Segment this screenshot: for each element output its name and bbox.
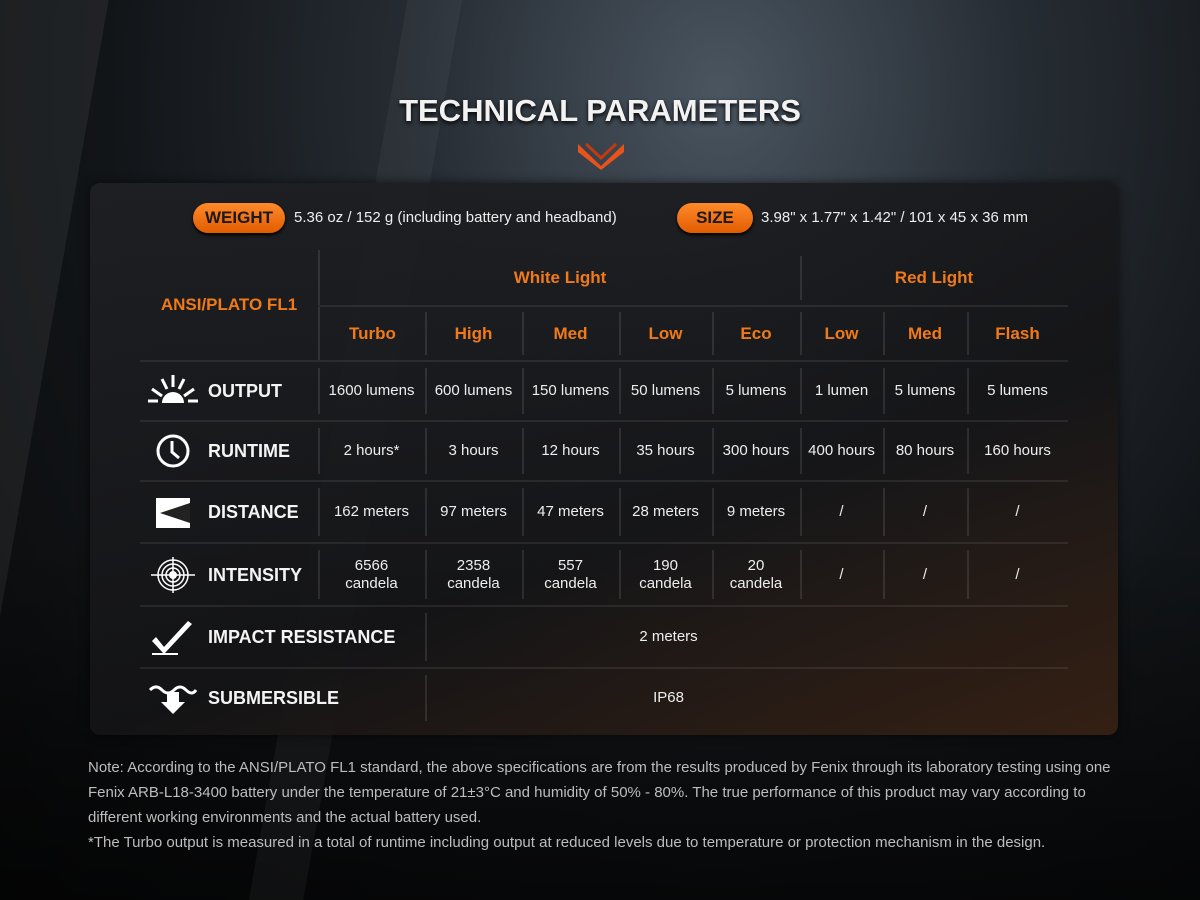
table-cell: 5 lumens — [967, 362, 1068, 420]
row-label: DISTANCE — [140, 482, 318, 542]
table-cell: / — [967, 544, 1068, 605]
table-row-output: OUTPUT 1600 lumens 600 lumens 150 lumens 50 … — [140, 360, 1068, 420]
standard-header: ANSI/PLATO FL1 — [140, 250, 318, 360]
row-label: INTENSITY — [140, 544, 318, 605]
row-label: SUBMERSIBLE — [140, 669, 425, 727]
row-label: RUNTIME — [140, 422, 318, 480]
table-row-distance: DISTANCE 162 meters 97 meters 47 meters 28 m… — [140, 480, 1068, 542]
table-cell: 5 lumens — [712, 362, 800, 420]
table-cell: 2358 candela — [425, 544, 522, 605]
table-row-impact: IMPACT RESISTANCE 2 meters — [140, 605, 1068, 667]
row-label-text: DISTANCE — [208, 502, 299, 522]
table-cell: 3 hours — [425, 422, 522, 480]
table-cell: 400 hours — [800, 422, 883, 480]
table-row-submersible: SUBMERSIBLE IP68 — [140, 667, 1068, 727]
table-cell: 2 meters — [425, 607, 1068, 667]
table-cell: IP68 — [425, 669, 1068, 727]
table-cell: 600 lumens — [425, 362, 522, 420]
table-cell: 557 candela — [522, 544, 619, 605]
mode-header: Turbo — [318, 307, 425, 360]
table-cell: 50 lumens — [619, 362, 712, 420]
row-label: OUTPUT — [140, 362, 318, 420]
standard-label: ANSI/PLATO FL1 — [160, 295, 298, 314]
mode-header: Low — [800, 307, 883, 360]
table-cell: 80 hours — [883, 422, 967, 480]
group-header: White Light — [318, 250, 800, 305]
table-cell: 1600 lumens — [318, 362, 425, 420]
table-cell: 47 meters — [522, 482, 619, 542]
table-cell: 150 lumens — [522, 362, 619, 420]
table-cell: 160 hours — [967, 422, 1068, 480]
table-cell: / — [883, 544, 967, 605]
weight-value: 5.36 oz / 152 g (including battery and h… — [294, 209, 617, 226]
table-cell: 162 meters — [318, 482, 425, 542]
turbo-footnote: *The Turbo output is measured in a total… — [88, 834, 1046, 851]
table-cell: 5 lumens — [883, 362, 967, 420]
size-value: 3.98" x 1.77" x 1.42" / 101 x 45 x 36 mm — [761, 209, 1028, 226]
mode-header: Eco — [712, 307, 800, 360]
table-cell: / — [967, 482, 1068, 542]
table-cell: 35 hours — [619, 422, 712, 480]
table-cell: 9 meters — [712, 482, 800, 542]
row-label-text: SUBMERSIBLE — [208, 688, 340, 708]
page-title: TECHNICAL PARAMETERS — [399, 93, 801, 128]
sun-burst-icon — [148, 375, 198, 403]
table-cell: 2 hours* — [318, 422, 425, 480]
table-cell: 28 meters — [619, 482, 712, 542]
header-rows: ANSI/PLATO FL1 White Light Red Light Turbo H… — [140, 250, 1068, 360]
chevron-down-icon — [578, 142, 624, 170]
weight-badge: WEIGHT — [193, 203, 285, 233]
table-cell: 300 hours — [712, 422, 800, 480]
table-cell: / — [800, 544, 883, 605]
mode-header: Med — [522, 307, 619, 360]
row-label-text: IMPACT RESISTANCE — [208, 627, 396, 647]
spec-panel — [90, 183, 1118, 735]
table-cell: / — [883, 482, 967, 542]
impact-check-icon — [152, 621, 192, 655]
mode-header: Flash — [967, 307, 1068, 360]
table-cell: 97 meters — [425, 482, 522, 542]
size-badge: SIZE — [677, 203, 753, 233]
group-header: Red Light — [800, 250, 1068, 305]
mode-header: High — [425, 307, 522, 360]
table-cell: 1 lumen — [800, 362, 883, 420]
table-cell: 12 hours — [522, 422, 619, 480]
table-row-intensity: INTENSITY 6566 candela 2358 candela 557 can… — [140, 542, 1068, 605]
note-text: Note: According to the ANSI/PLATO FL1 st… — [88, 759, 1111, 826]
table-cell: 190 candela — [619, 544, 712, 605]
row-label-text: INTENSITY — [208, 564, 303, 585]
table-row-runtime: RUNTIME 2 hours* 3 hours 12 hours 35 hours 30… — [140, 420, 1068, 480]
mode-header: Med — [883, 307, 967, 360]
spec-table: ANSI/PLATO FL1 White Light Red Light Turbo H… — [140, 250, 1068, 727]
target-icon — [151, 556, 195, 593]
mode-header: Low — [619, 307, 712, 360]
beam-distance-icon — [156, 498, 190, 528]
row-label-text: OUTPUT — [208, 381, 282, 401]
submersible-arrow-icon — [148, 685, 198, 714]
table-cell: 20 candela — [712, 544, 800, 605]
row-label-text: RUNTIME — [208, 441, 290, 461]
mode-headers: White Light Red Light Turbo High Med Low Eco Lo… — [318, 250, 1068, 360]
table-cell: / — [800, 482, 883, 542]
clock-icon — [156, 434, 190, 468]
notes: Note: According to the ANSI/PLATO FL1 st… — [88, 755, 1128, 855]
table-cell: 6566 candela — [318, 544, 425, 605]
row-label: IMPACT RESISTANCE — [140, 607, 425, 667]
